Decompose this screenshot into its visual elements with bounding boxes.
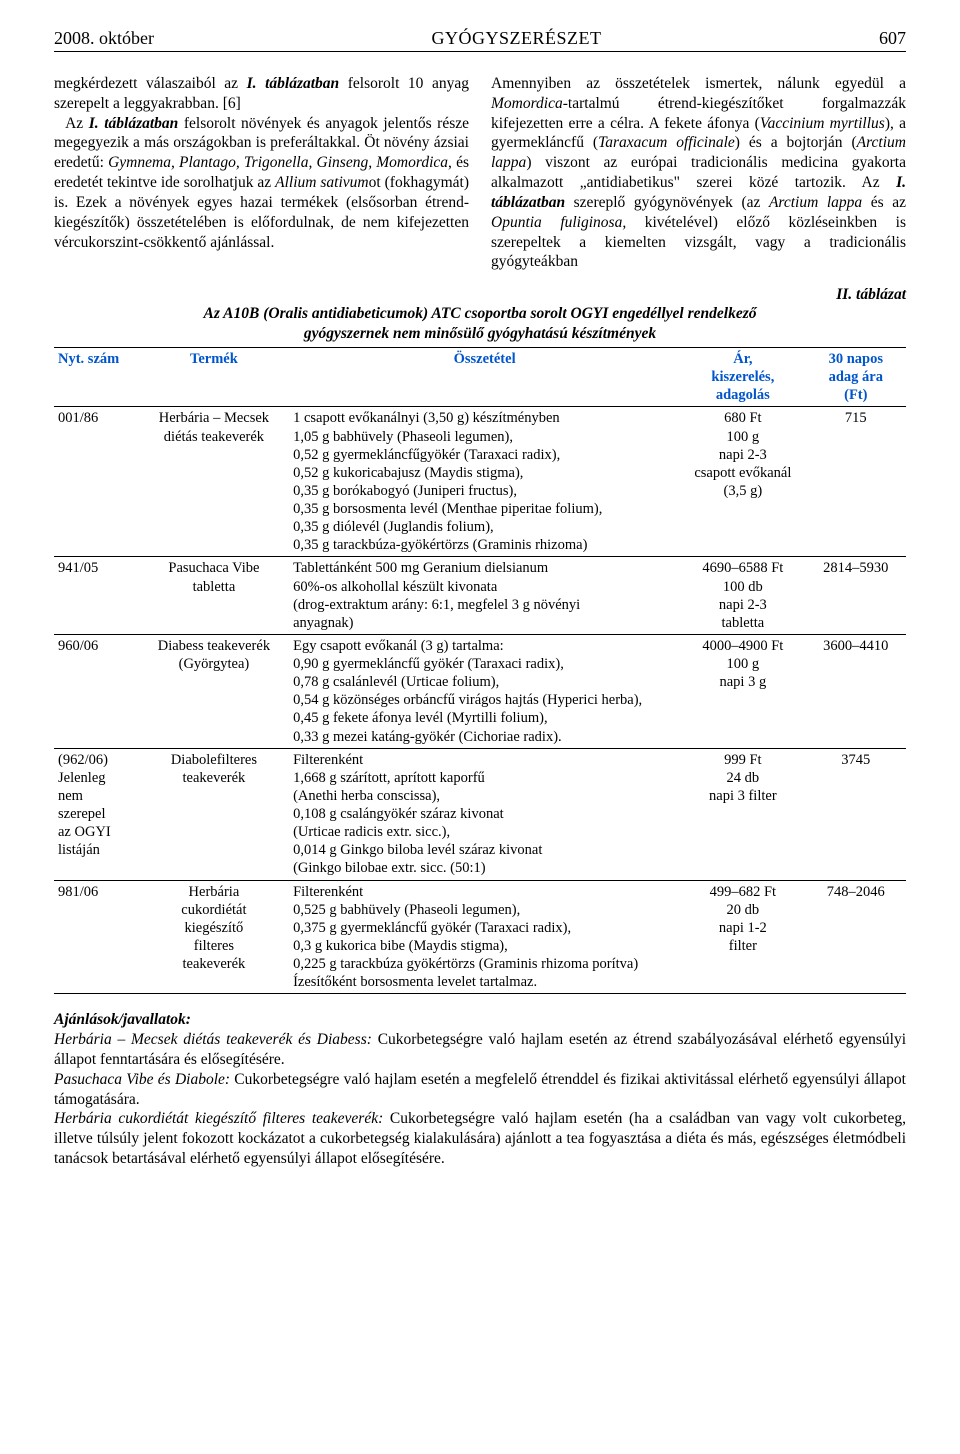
th-ft: 30 naposadag ára(Ft) bbox=[806, 348, 906, 407]
table-cell: Diabess teakeverék(Györgytea) bbox=[139, 634, 289, 748]
table-cell: 715 bbox=[806, 407, 906, 557]
recommend-p1-lead: Herbária – Mecsek diétás teakeverék és D… bbox=[54, 1031, 372, 1048]
body-col1: megkérdezett válaszaiból az I. táblázatb… bbox=[54, 74, 469, 272]
page-header: 2008. október GYÓGYSZERÉSZET 607 bbox=[54, 28, 906, 52]
table-row: (962/06)Jelenlegnemszerepelaz OGYIlistáj… bbox=[54, 748, 906, 880]
table-cell: Diabolefilteresteakeverék bbox=[139, 748, 289, 880]
table-cell: Herbáriacukordiétátkiegészítőfilterestea… bbox=[139, 880, 289, 994]
header-right: 607 bbox=[879, 28, 906, 49]
body-col2: Amennyiben az összetételek ismertek, nál… bbox=[491, 74, 906, 272]
th-nyt: Nyt. szám bbox=[54, 348, 139, 407]
table-cell: Tablettánként 500 mg Geranium dielsianum… bbox=[289, 557, 680, 635]
table-cell: Filterenként0,525 g babhüvely (Phaseoli … bbox=[289, 880, 680, 994]
table-cell: 999 Ft24 dbnapi 3 filter bbox=[680, 748, 805, 880]
table-row: 941/05Pasuchaca VibetablettaTablettánkén… bbox=[54, 557, 906, 635]
table-cell: 2814–5930 bbox=[806, 557, 906, 635]
recommend-p3-lead: Herbária cukordiétát kiegészítő filteres… bbox=[54, 1110, 383, 1127]
table-cell: 1 csapott evőkanálnyi (3,50 g) készítmén… bbox=[289, 407, 680, 557]
table-cell: 499–682 Ft20 dbnapi 1-2filter bbox=[680, 880, 805, 994]
th-oss: Összetétel bbox=[289, 348, 680, 407]
table-cell: Pasuchaca Vibetabletta bbox=[139, 557, 289, 635]
table-cell: 4000–4900 Ft100 gnapi 3 g bbox=[680, 634, 805, 748]
recommendations: Ajánlások/javallatok: Herbária – Mecsek … bbox=[54, 1010, 906, 1169]
recommend-p2-lead: Pasuchaca Vibe és Diabole: bbox=[54, 1071, 230, 1088]
table-cell: 4690–6588 Ft100 dbnapi 2-3tabletta bbox=[680, 557, 805, 635]
table-cell: 001/86 bbox=[54, 407, 139, 557]
table-cell: 3600–4410 bbox=[806, 634, 906, 748]
th-term: Termék bbox=[139, 348, 289, 407]
header-center: GYÓGYSZERÉSZET bbox=[431, 28, 601, 49]
table-cell: 981/06 bbox=[54, 880, 139, 994]
table-cell: 960/06 bbox=[54, 634, 139, 748]
table-row: 001/86Herbária – Mecsekdiétás teakeverék… bbox=[54, 407, 906, 557]
recommend-heading: Ajánlások/javallatok: bbox=[54, 1011, 191, 1028]
table-cell: (962/06)Jelenlegnemszerepelaz OGYIlistáj… bbox=[54, 748, 139, 880]
table-cell: 680 Ft100 gnapi 2-3csapott evőkanál(3,5 … bbox=[680, 407, 805, 557]
header-left: 2008. október bbox=[54, 28, 154, 49]
table-title: Az A10B (Oralis antidiabeticumok) ATC cs… bbox=[54, 304, 906, 343]
table-title-line2: gyógyszernek nem minősülő gyógyhatású ké… bbox=[304, 325, 656, 342]
table-row: 981/06Herbáriacukordiétátkiegészítőfilte… bbox=[54, 880, 906, 994]
table-cell: 748–2046 bbox=[806, 880, 906, 994]
th-ar: Ár,kiszerelés,adagolás bbox=[680, 348, 805, 407]
products-table: Nyt. szám Termék Összetétel Ár,kiszerelé… bbox=[54, 347, 906, 994]
table-cell: 3745 bbox=[806, 748, 906, 880]
table-header-row: Nyt. szám Termék Összetétel Ár,kiszerelé… bbox=[54, 348, 906, 407]
table-cell: Egy csapott evőkanál (3 g) tartalma:0,90… bbox=[289, 634, 680, 748]
body-columns: megkérdezett válaszaiból az I. táblázatb… bbox=[54, 74, 906, 272]
page: 2008. október GYÓGYSZERÉSZET 607 megkérd… bbox=[0, 0, 960, 1209]
table-cell: 941/05 bbox=[54, 557, 139, 635]
table-cell: Filterenként1,668 g szárított, aprított … bbox=[289, 748, 680, 880]
table-number: II. táblázat bbox=[54, 286, 906, 304]
table-cell: Herbária – Mecsekdiétás teakeverék bbox=[139, 407, 289, 557]
table-body: 001/86Herbária – Mecsekdiétás teakeverék… bbox=[54, 407, 906, 994]
table-row: 960/06Diabess teakeverék(Györgytea)Egy c… bbox=[54, 634, 906, 748]
table-title-line1: Az A10B (Oralis antidiabeticumok) ATC cs… bbox=[204, 305, 757, 322]
